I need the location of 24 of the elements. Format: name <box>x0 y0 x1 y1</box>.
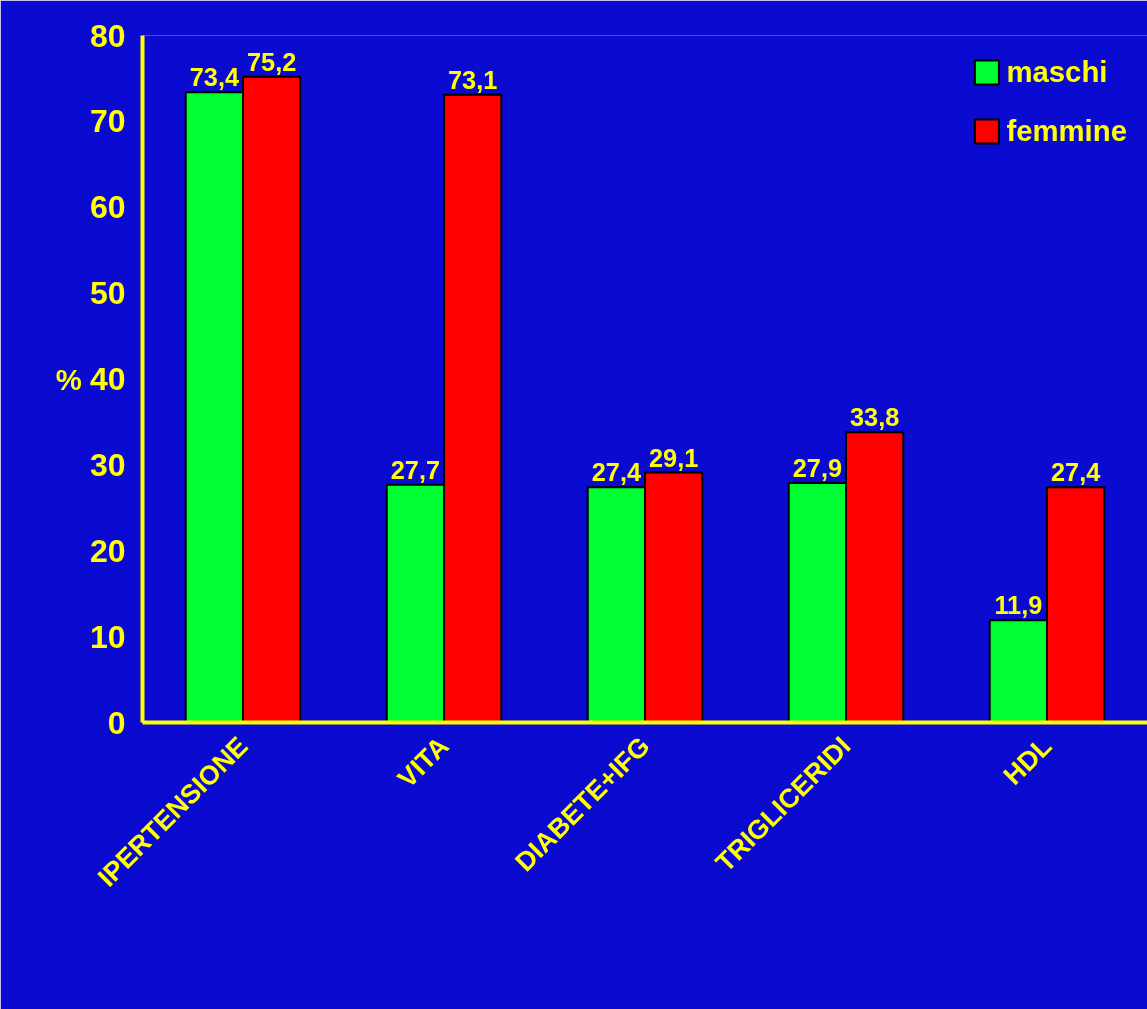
y-tick-label: 40 <box>89 361 126 397</box>
data-label: 27,9 <box>792 453 843 482</box>
y-tick-label: 70 <box>89 103 126 140</box>
y-tick-label: 20 <box>89 532 126 569</box>
legend-label: femmine <box>1006 114 1127 148</box>
legend-label: maschi <box>1006 55 1108 89</box>
data-label: 27,7 <box>390 455 441 484</box>
data-label: 27,4 <box>591 458 642 487</box>
y-tick-label: 0 <box>107 704 126 741</box>
data-label: 73,1 <box>447 65 498 94</box>
y-tick-label: 30 <box>89 446 126 483</box>
x-tick-label: HDL <box>997 730 1058 791</box>
data-label: 11,9 <box>994 591 1043 620</box>
y-axis-title: % <box>55 362 82 396</box>
data-label: 33,8 <box>849 403 900 432</box>
y-tick-label: 50 <box>89 275 126 312</box>
y-tick-label: 80 <box>89 17 126 54</box>
x-tick-label: VITA <box>391 730 455 794</box>
data-label: 27,4 <box>1050 458 1101 487</box>
data-label: 73,4 <box>189 63 240 92</box>
data-label: 75,2 <box>246 47 297 76</box>
y-tick-label: 60 <box>89 189 126 226</box>
y-tick-label: 10 <box>89 618 126 655</box>
data-label: 29,1 <box>648 443 699 472</box>
